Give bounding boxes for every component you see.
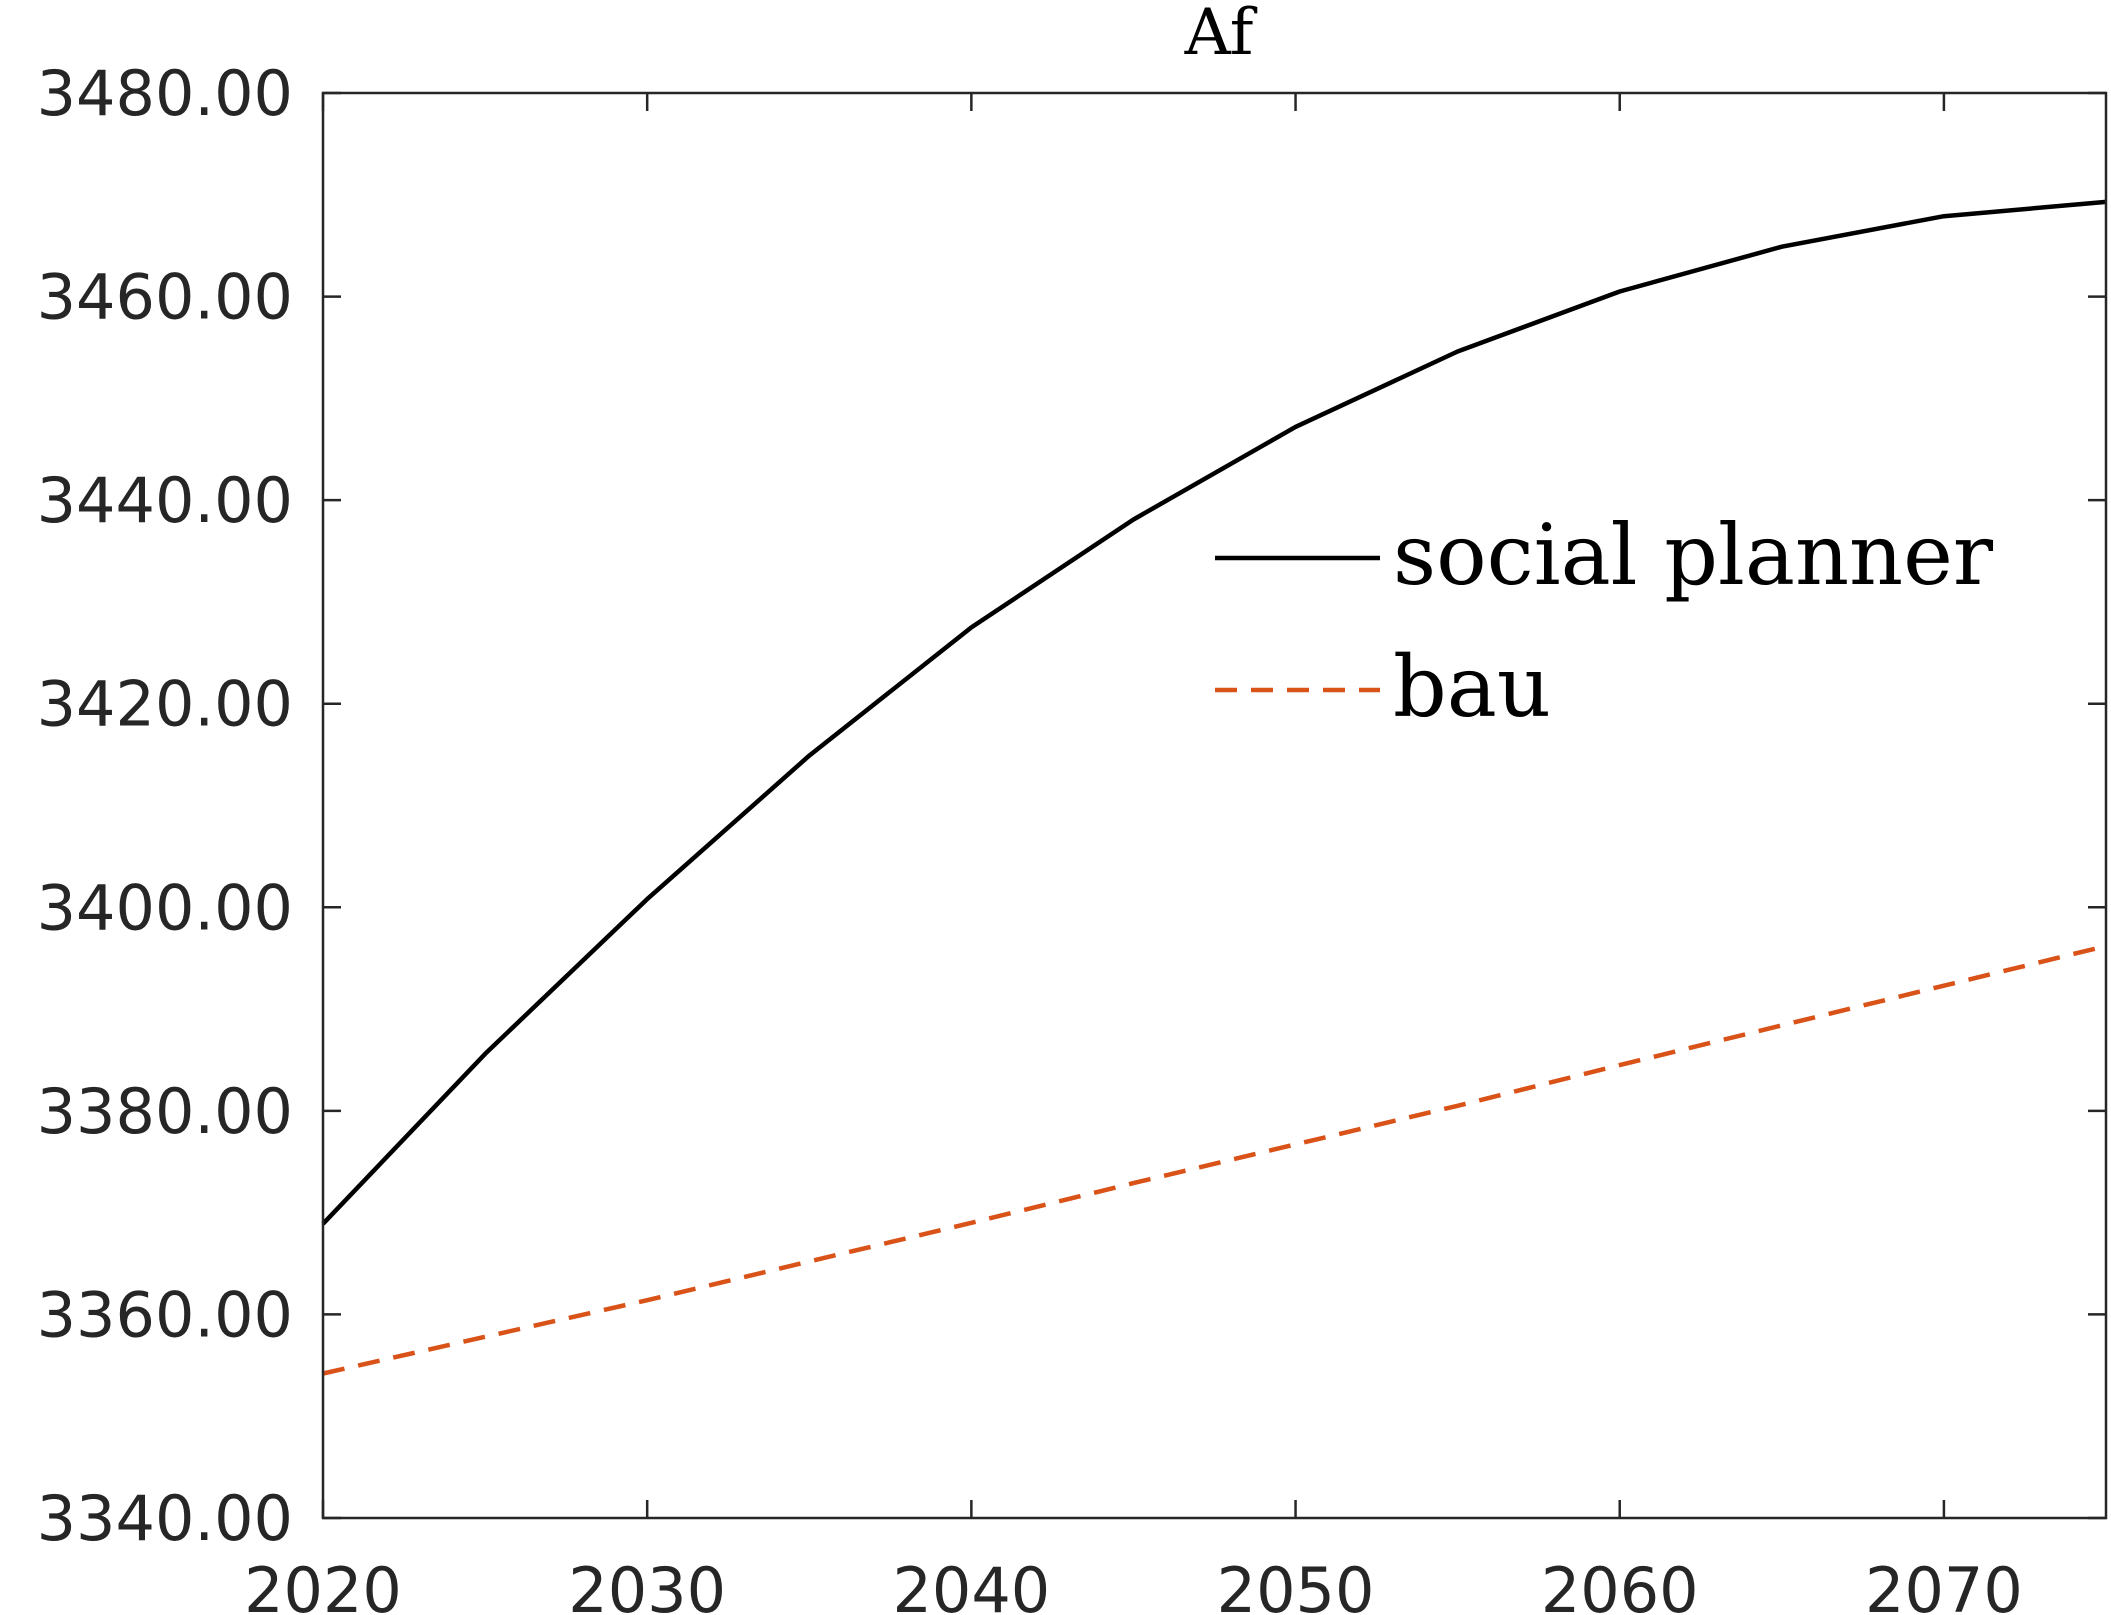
y-tick-label: 3480.00 (37, 57, 293, 130)
plot-background (323, 93, 2106, 1518)
legend-label-bau: bau (1393, 638, 1551, 736)
y-tick-label: 3440.00 (37, 464, 293, 537)
x-tick-label: 2050 (1217, 1554, 1375, 1615)
axes-layer: 2020 2030 2040 2050 2060 2070 3340.00 3360.00 33… (37, 57, 2108, 1615)
y-tick-label: 3380.00 (37, 1075, 293, 1148)
series-layer (321, 199, 2107, 1376)
legend-label-social-planner: social planner (1393, 506, 1994, 604)
x-tick-label: 2060 (1541, 1554, 1699, 1615)
chart-title: Af (1184, 0, 1258, 70)
y-tick-label: 3400.00 (37, 871, 293, 944)
x-tick-label: 2040 (892, 1554, 1050, 1615)
axes-box (321, 91, 2108, 1520)
x-tick-label: 2070 (1865, 1554, 2023, 1615)
legend: social planner bau (1215, 506, 1994, 736)
y-tick-label: 3460.00 (37, 261, 293, 334)
plot-area (323, 93, 2106, 1518)
series-line-social-planner (321, 199, 2107, 1226)
x-tick-label: 2030 (568, 1554, 726, 1615)
y-tick-label: 3420.00 (37, 668, 293, 741)
y-tick-label: 3340.00 (37, 1482, 293, 1555)
y-tick-label: 3360.00 (37, 1278, 293, 1351)
series-line-bau (322, 943, 2107, 1376)
x-tick-label: 2020 (244, 1554, 402, 1615)
